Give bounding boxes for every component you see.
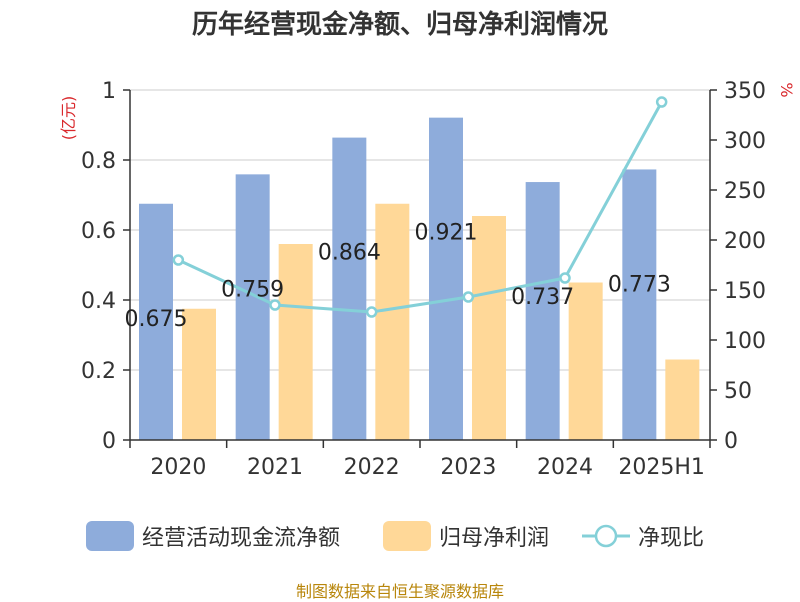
y-right-tick-label: 0 xyxy=(724,429,738,454)
bar-net-profit xyxy=(278,244,313,440)
axis-layer: 0 0.2 0.4 0.6 0.8 1 0 50 100 150 200 250 300 350 2020 2… xyxy=(81,79,766,480)
y-axis-right-label: % xyxy=(777,82,796,97)
y-right-tick-label: 200 xyxy=(724,229,766,254)
x-tick-label: 2024 xyxy=(537,455,593,480)
ratio-line xyxy=(177,101,663,314)
bar-cash-flow xyxy=(525,182,560,441)
bar-cash-flow xyxy=(622,169,657,440)
legend-label-net-profit: 归母净利润 xyxy=(439,526,550,551)
ratio-point xyxy=(365,306,378,318)
y-left-tick-label: 0 xyxy=(102,429,116,454)
chart-canvas: 0 0.2 0.4 0.6 0.8 1 0 50 100 150 200 250 300 350 2020 2… xyxy=(59,79,796,480)
bar-net-profit xyxy=(375,203,410,440)
bar-layer xyxy=(139,117,700,441)
bar-net-profit xyxy=(665,359,700,440)
y-axis-left-label: (亿元) xyxy=(59,96,78,141)
bar-cash-flow-value-label: 0.921 xyxy=(415,221,478,246)
legend-item-net-profit[interactable]: 归母净利润 xyxy=(383,516,549,556)
legend-item-cash-flow[interactable]: 经营活动现金流净额 xyxy=(86,516,340,556)
bar-cash-flow xyxy=(139,203,173,440)
legend-item-ratio[interactable]: 净现比 xyxy=(582,516,704,556)
bar-cash-flow xyxy=(429,117,463,441)
bar-net-profit xyxy=(182,308,216,440)
legend: 经营活动现金流净额 归母净利润 净现比 xyxy=(0,516,800,556)
y-right-tick-label: 250 xyxy=(724,179,766,204)
y-left-tick-label: 0.4 xyxy=(81,289,116,314)
legend-swatch-cash-flow xyxy=(86,521,134,551)
bar-net-profit xyxy=(472,216,506,440)
grid-layer xyxy=(130,89,710,371)
bar-cash-flow xyxy=(235,174,270,440)
legend-label-cash-flow: 经营活动现金流净额 xyxy=(142,526,341,551)
y-left-tick-label: 1 xyxy=(102,79,116,104)
legend-swatch-net-profit xyxy=(383,521,431,551)
label-layer: 0.675 0.759 0.864 0.921 0.737 0.773 xyxy=(125,221,671,332)
ratio-point xyxy=(559,272,571,284)
bar-cash-flow-value-label: 0.864 xyxy=(318,241,381,266)
x-tick-label: 2025H1 xyxy=(618,455,705,480)
legend-label-ratio: 净现比 xyxy=(638,526,705,551)
y-right-tick-label: 100 xyxy=(724,329,766,354)
source-note: 制图数据来自恒生聚源数据库 xyxy=(295,582,504,601)
ratio-point xyxy=(655,96,668,108)
y-right-tick-label: 150 xyxy=(724,279,766,304)
x-tick-label: 2023 xyxy=(440,455,496,480)
ratio-point xyxy=(269,299,281,311)
line-layer xyxy=(172,96,668,318)
y-left-tick-label: 0.2 xyxy=(81,359,116,384)
bar-net-profit xyxy=(568,282,603,440)
x-tick-label: 2020 xyxy=(150,455,206,480)
bar-cash-flow-value-label: 0.773 xyxy=(608,272,671,297)
bar-cash-flow-value-label: 0.737 xyxy=(511,285,574,310)
ratio-point xyxy=(462,291,475,303)
bar-cash-flow-value-label: 0.675 xyxy=(125,307,188,332)
x-tick-label: 2022 xyxy=(344,455,400,480)
y-right-tick-label: 300 xyxy=(724,129,766,154)
chart-title: 历年经营现金净额、归母净利润情况 xyxy=(191,10,608,40)
y-right-tick-label: 50 xyxy=(724,379,752,404)
legend-swatch-ratio xyxy=(582,524,630,548)
bar-cash-flow xyxy=(332,137,367,440)
x-tick-label: 2021 xyxy=(247,455,303,480)
y-left-tick-label: 0.8 xyxy=(81,149,116,174)
y-left-tick-label: 0.6 xyxy=(81,219,116,244)
bar-cash-flow-value-label: 0.759 xyxy=(221,277,284,302)
ratio-point xyxy=(172,254,185,266)
y-right-tick-label: 350 xyxy=(724,79,766,104)
